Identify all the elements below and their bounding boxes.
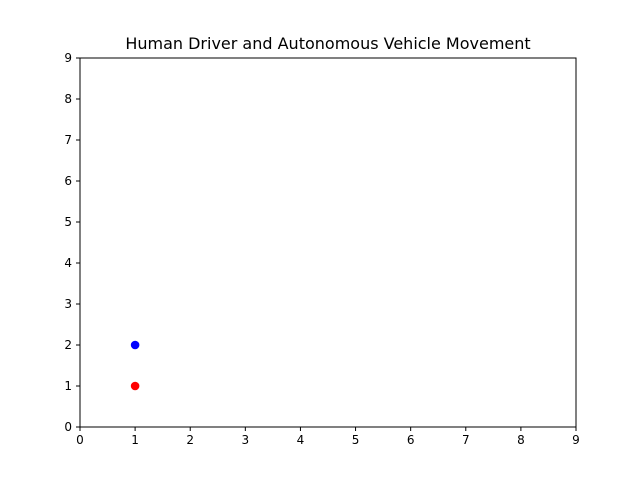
- data-point-series-2: [130, 381, 140, 391]
- y-tick-label: 5: [64, 215, 72, 229]
- y-tick-label: 3: [64, 297, 72, 311]
- y-tick-label: 2: [64, 338, 72, 352]
- x-tick-label: 3: [242, 433, 250, 447]
- plot-area: [80, 58, 576, 427]
- x-tick-label: 1: [131, 433, 139, 447]
- data-point-series-1: [130, 340, 140, 350]
- x-axis: 0 1 2 3 4 5 6 7 8 9: [76, 427, 580, 447]
- chart-title: Human Driver and Autonomous Vehicle Move…: [125, 34, 530, 53]
- y-tick-label: 4: [64, 256, 72, 270]
- x-tick-label: 6: [407, 433, 415, 447]
- y-tick-label: 0: [64, 420, 72, 434]
- y-tick-label: 7: [64, 133, 72, 147]
- data-points: [130, 340, 140, 391]
- y-axis: 0 1 2 3 4 5 6 7 8 9: [64, 51, 80, 434]
- y-tick-label: 6: [64, 174, 72, 188]
- x-tick-label: 7: [462, 433, 470, 447]
- x-tick-label: 8: [517, 433, 525, 447]
- plot-frame: [79, 57, 577, 428]
- x-tick-label: 2: [186, 433, 194, 447]
- x-tick-label: 9: [572, 433, 580, 447]
- y-tick-label: 1: [64, 379, 72, 393]
- x-tick-label: 4: [297, 433, 305, 447]
- x-tick-label: 0: [76, 433, 84, 447]
- y-tick-label: 8: [64, 92, 72, 106]
- y-tick-label: 9: [64, 51, 72, 65]
- x-tick-label: 5: [352, 433, 360, 447]
